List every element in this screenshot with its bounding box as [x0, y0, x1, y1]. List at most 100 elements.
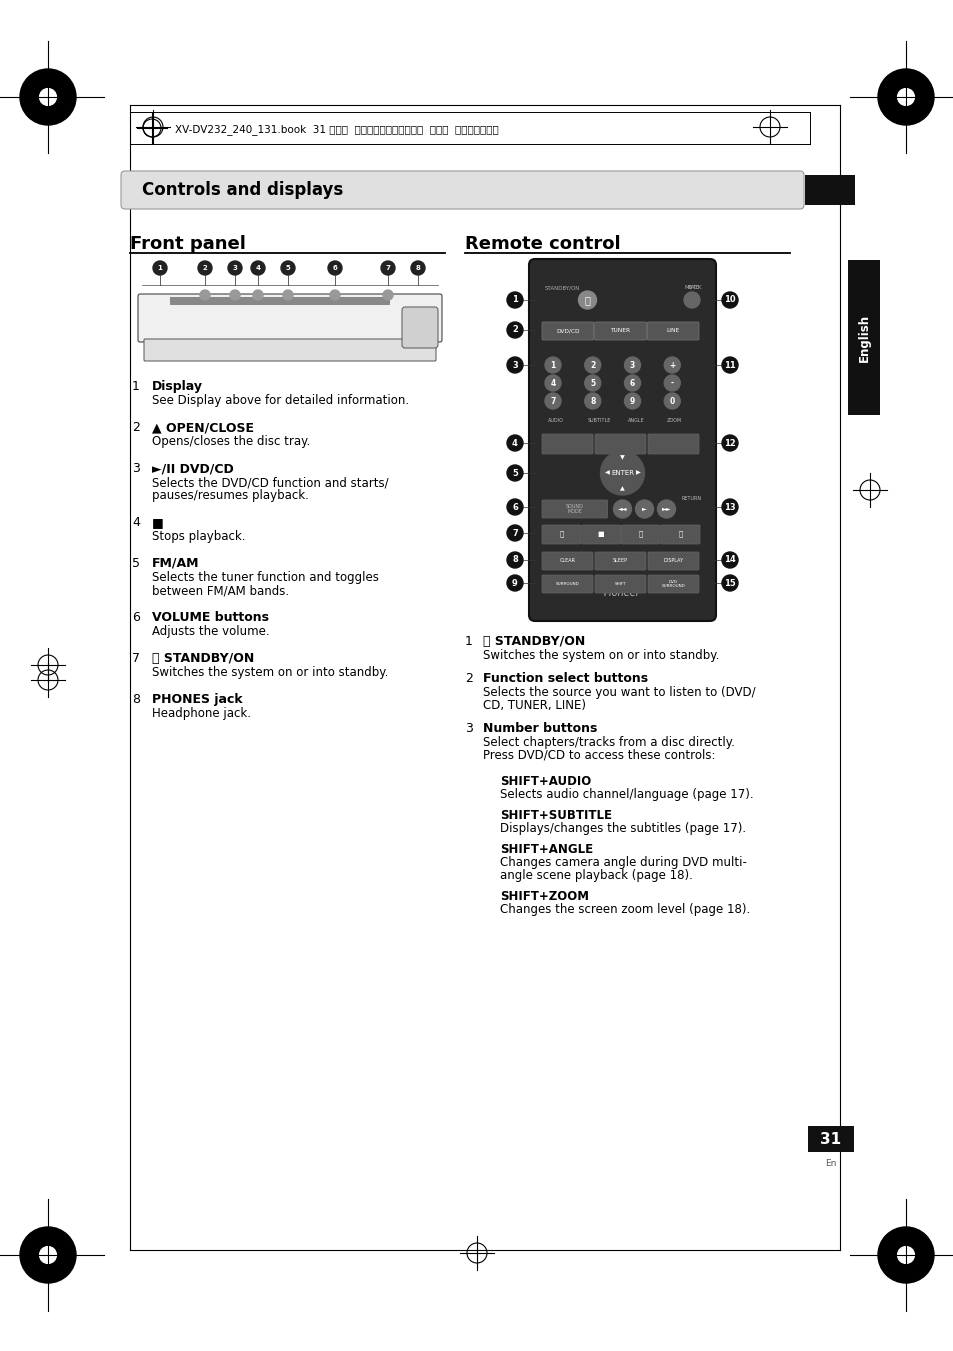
Circle shape — [506, 465, 522, 481]
Text: SHIFT+SUBTITLE: SHIFT+SUBTITLE — [499, 809, 612, 821]
FancyBboxPatch shape — [647, 553, 699, 570]
Circle shape — [506, 322, 522, 338]
Text: 31: 31 — [820, 1132, 841, 1147]
Circle shape — [721, 499, 738, 515]
Circle shape — [721, 357, 738, 373]
Text: SURROUND: SURROUND — [555, 582, 578, 586]
Text: 11: 11 — [723, 361, 735, 370]
Text: 6: 6 — [333, 265, 337, 272]
Circle shape — [382, 290, 393, 300]
Circle shape — [721, 435, 738, 451]
Circle shape — [544, 393, 560, 409]
Bar — [807, 1125, 853, 1152]
Circle shape — [152, 261, 167, 276]
Text: Displays/changes the subtitles (page 17).: Displays/changes the subtitles (page 17)… — [499, 821, 745, 835]
Circle shape — [411, 261, 424, 276]
Text: 9: 9 — [629, 396, 635, 405]
Text: DVD
SURROUND: DVD SURROUND — [661, 580, 684, 588]
Circle shape — [578, 290, 596, 309]
Text: Stops playback.: Stops playback. — [152, 530, 245, 543]
Text: ZOOM: ZOOM — [666, 417, 681, 423]
FancyBboxPatch shape — [595, 553, 645, 570]
Text: 8: 8 — [512, 555, 517, 565]
Circle shape — [506, 576, 522, 590]
Circle shape — [897, 89, 913, 105]
Circle shape — [683, 292, 700, 308]
Text: 4: 4 — [132, 516, 140, 530]
Text: Adjusts the volume.: Adjusts the volume. — [152, 626, 270, 638]
Text: Selects the tuner function and toggles: Selects the tuner function and toggles — [152, 571, 378, 584]
Text: 08: 08 — [817, 181, 841, 199]
Circle shape — [506, 499, 522, 515]
FancyBboxPatch shape — [647, 576, 699, 593]
Circle shape — [251, 261, 265, 276]
Bar — [847, 259, 879, 415]
Text: 5: 5 — [285, 265, 290, 272]
Text: Switches the system on or into standby.: Switches the system on or into standby. — [482, 648, 719, 662]
Text: Select chapters/tracks from a disc directly.: Select chapters/tracks from a disc direc… — [482, 736, 734, 748]
Text: between FM/AM bands.: between FM/AM bands. — [152, 584, 289, 597]
Text: 10: 10 — [723, 296, 735, 304]
Text: 6: 6 — [132, 611, 140, 624]
Text: Selects the source you want to listen to (DVD/: Selects the source you want to listen to… — [482, 686, 755, 698]
FancyBboxPatch shape — [138, 295, 441, 342]
FancyBboxPatch shape — [529, 259, 716, 621]
Circle shape — [663, 357, 679, 373]
Text: 1: 1 — [550, 361, 555, 370]
Circle shape — [599, 451, 644, 494]
Text: 2: 2 — [132, 422, 140, 434]
Text: Changes the screen zoom level (page 18).: Changes the screen zoom level (page 18). — [499, 902, 749, 916]
Text: 7: 7 — [385, 265, 390, 272]
FancyBboxPatch shape — [401, 307, 437, 349]
Text: 13: 13 — [723, 503, 735, 512]
Text: ⎉ STANDBY/ON: ⎉ STANDBY/ON — [152, 653, 254, 665]
Circle shape — [330, 290, 339, 300]
Text: ■: ■ — [598, 531, 604, 536]
Text: Function select buttons: Function select buttons — [482, 671, 647, 685]
Text: Selects the DVD/CD function and starts/: Selects the DVD/CD function and starts/ — [152, 476, 388, 489]
Circle shape — [897, 1247, 913, 1263]
Text: 7: 7 — [132, 653, 140, 665]
Circle shape — [380, 261, 395, 276]
Circle shape — [584, 357, 600, 373]
Text: 5: 5 — [512, 469, 517, 477]
Circle shape — [20, 69, 76, 126]
Text: ▶: ▶ — [635, 470, 639, 476]
Text: 3: 3 — [512, 361, 517, 370]
Text: STANDBY/ON: STANDBY/ON — [544, 285, 579, 290]
Text: 3: 3 — [132, 462, 140, 476]
Circle shape — [624, 376, 639, 390]
Text: XV-DV232_240_131.book  31 ページ  ２００４年１２月２８日  火曜日  午後７時３２分: XV-DV232_240_131.book 31 ページ ２００４年１２月２８日… — [174, 124, 498, 135]
Circle shape — [584, 376, 600, 390]
Text: ⎉ STANDBY/ON: ⎉ STANDBY/ON — [482, 635, 584, 648]
Text: 5: 5 — [132, 557, 140, 570]
Text: 8: 8 — [590, 396, 595, 405]
Text: ►: ► — [641, 507, 646, 512]
Text: +: + — [668, 361, 675, 370]
Bar — [804, 176, 854, 205]
Text: -: - — [670, 378, 673, 388]
Circle shape — [506, 357, 522, 373]
Text: 6: 6 — [512, 503, 517, 512]
Text: 6: 6 — [629, 378, 635, 388]
Text: SOUND
MODE: SOUND MODE — [565, 504, 583, 515]
Text: SHIFT+ANGLE: SHIFT+ANGLE — [499, 843, 593, 857]
Circle shape — [721, 576, 738, 590]
Circle shape — [635, 500, 653, 517]
Circle shape — [506, 553, 522, 567]
Text: 0: 0 — [669, 396, 674, 405]
Text: 14: 14 — [723, 555, 735, 565]
Text: TUNER: TUNER — [610, 328, 630, 334]
Text: ANGLE: ANGLE — [627, 417, 643, 423]
Text: pauses/resumes playback.: pauses/resumes playback. — [152, 489, 309, 503]
Text: ENTER: ENTER — [610, 470, 634, 476]
Text: Pioneer: Pioneer — [603, 588, 640, 598]
Text: 2: 2 — [590, 361, 595, 370]
Text: En: En — [824, 1159, 836, 1167]
Text: ▲: ▲ — [619, 486, 624, 490]
Text: ⏻: ⏻ — [584, 295, 590, 305]
Text: DISPLAY: DISPLAY — [662, 558, 683, 563]
Text: Selects audio channel/language (page 17).: Selects audio channel/language (page 17)… — [499, 788, 753, 801]
Text: ►/II DVD/CD: ►/II DVD/CD — [152, 462, 233, 476]
FancyBboxPatch shape — [647, 434, 699, 454]
